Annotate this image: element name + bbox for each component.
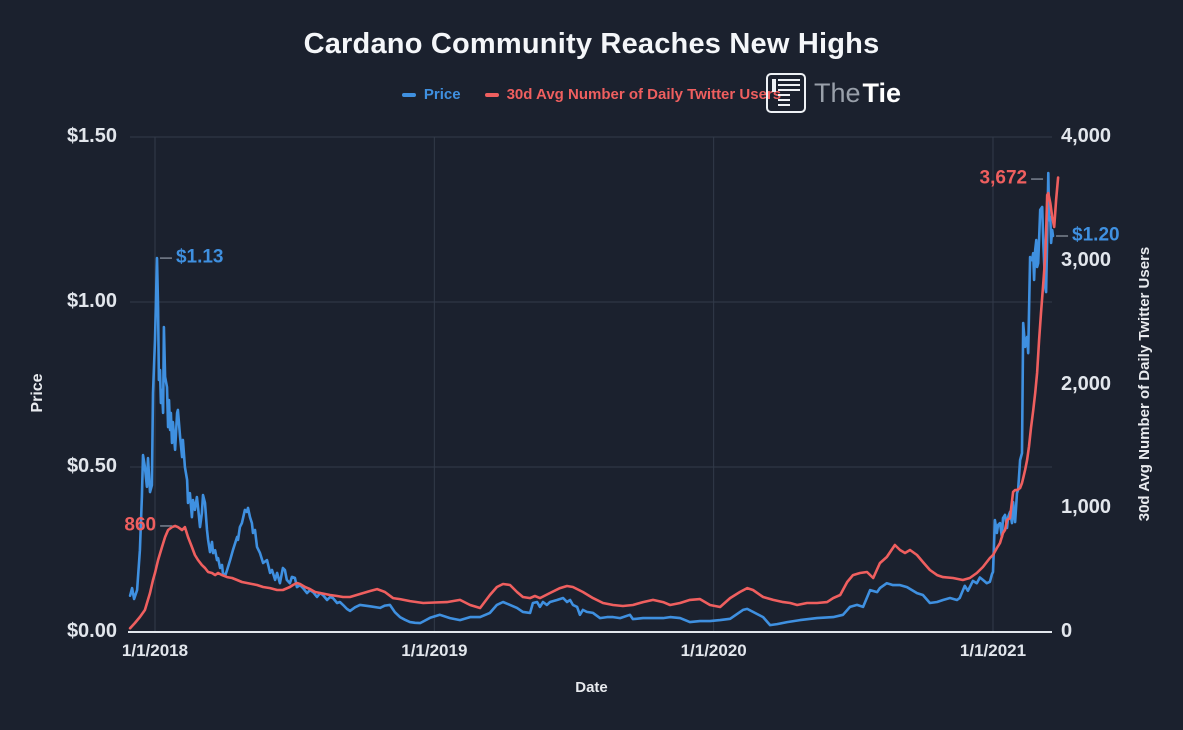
legend-item-users[interactable]: 30d Avg Number of Daily Twitter Users [484, 86, 782, 103]
y-left-tick: $1.00 [66, 290, 117, 313]
annotation-label: $1.20 [1072, 224, 1120, 246]
annotation-label: 3,672 [979, 167, 1028, 189]
y-left-tick: $0.00 [66, 620, 117, 643]
x-tick: 1/1/2021 [959, 641, 1027, 660]
legend-label-users: 30d Avg Number of Daily Twitter Users [506, 86, 782, 103]
users-line [128, 176, 1060, 630]
y-right-tick: 0 [1061, 620, 1073, 643]
logo-text-tie: Tie [862, 77, 902, 108]
price-line [128, 171, 1055, 627]
annotation-label: 860 [124, 514, 157, 536]
y-right-tick: 4,000 [1061, 125, 1112, 148]
x-tick: 1/1/2019 [401, 641, 468, 660]
y-right-tick: 2,000 [1061, 372, 1112, 395]
thetie-logo-icon [766, 73, 806, 113]
logo-text-the: The [814, 77, 861, 108]
annotation-label: $1.13 [175, 246, 224, 268]
users-swatch-icon [484, 92, 499, 97]
y-right-tick: 1,000 [1061, 496, 1112, 519]
legend-item-price[interactable]: Price [401, 86, 461, 103]
x-tick: 1/1/2018 [121, 641, 189, 660]
y-left-tick: $0.50 [66, 455, 117, 478]
y-left-tick: $1.50 [66, 125, 117, 148]
legend-label-price: Price [423, 86, 461, 103]
price-swatch-icon [401, 92, 416, 97]
thetie-logo: The Tie [766, 73, 901, 113]
x-tick: 1/1/2020 [680, 641, 747, 660]
y-right-tick: 3,000 [1061, 248, 1112, 271]
x-axis-title: Date [575, 679, 608, 696]
legend: Price 30d Avg Number of Daily Twitter Us… [0, 86, 1183, 103]
chart-title: Cardano Community Reaches New Highs [303, 28, 880, 60]
